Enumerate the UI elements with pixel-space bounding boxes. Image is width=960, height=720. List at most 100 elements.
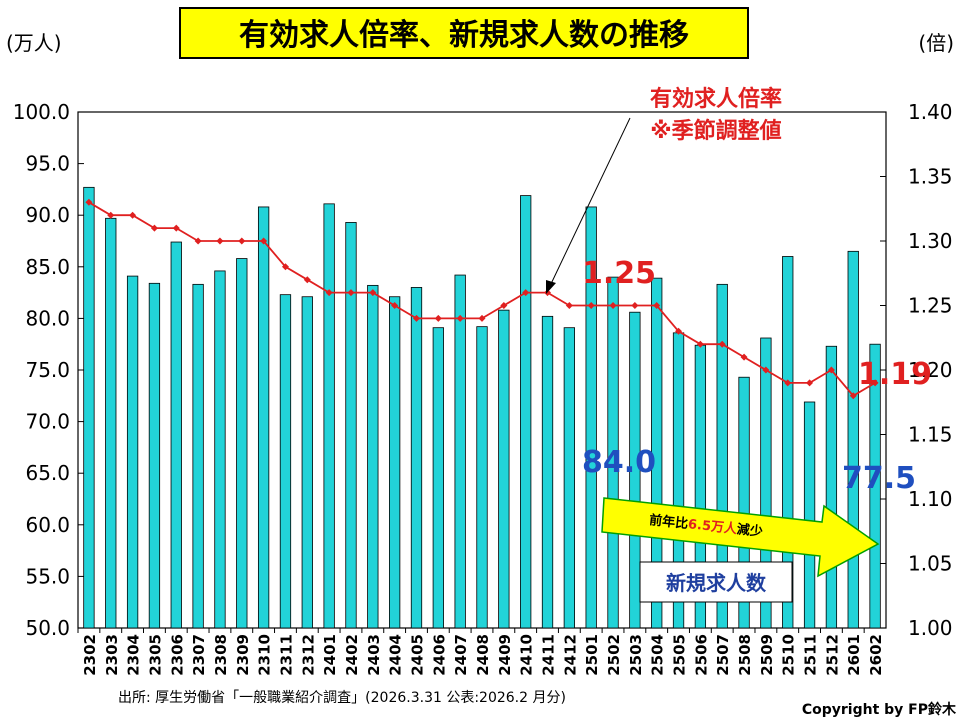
chart-title: 有効求人倍率、新規求人数の推移 — [239, 18, 689, 53]
ratio-point-2504 — [653, 302, 661, 309]
x-tick-label: 2412 — [561, 634, 579, 676]
left-tick-label: 80.0 — [25, 306, 70, 330]
left-axis: 50.0 55.0 60.0 65.0 70.0 75.0 80.0 85.0 90.0 95.0… — [13, 100, 84, 640]
ratio-2501-label: 1.25 — [582, 256, 656, 291]
x-tick-label: 2304 — [125, 634, 143, 676]
bar-2403 — [367, 284, 379, 629]
ratio-point-2506 — [696, 340, 704, 348]
ratio-point-2509 — [762, 366, 770, 374]
left-tick-label: 65.0 — [25, 461, 70, 485]
left-tick-label: 85.0 — [25, 255, 70, 279]
bar-2310 — [257, 206, 270, 629]
x-axis-labels: 2302 2303 2304 2305 2306 2307 2308 2309 2310 2311… — [77, 628, 885, 676]
ratio-point-2312 — [303, 276, 311, 284]
ratio-point-2403 — [369, 289, 377, 297]
ratio-point-2402 — [347, 289, 355, 297]
x-tick-label: 2507 — [714, 634, 732, 676]
bar-2309 — [236, 258, 248, 629]
x-tick-label: 2309 — [234, 634, 252, 676]
jobs-latest-label: 77.5 — [842, 461, 916, 496]
x-tick-label: 2407 — [452, 634, 470, 676]
ratio-point-2305 — [150, 224, 158, 232]
bar-2306 — [170, 241, 182, 629]
left-tick-label: 60.0 — [25, 513, 70, 537]
right-tick-label: 1.40 — [908, 100, 953, 124]
bar-series — [83, 186, 881, 629]
x-tick-label: 2307 — [190, 634, 208, 676]
legend-box — [639, 561, 793, 603]
line-series — [85, 198, 879, 400]
ratio-point-2407 — [456, 314, 464, 322]
ratio-point-2306 — [172, 224, 180, 232]
x-tick-label: 2405 — [408, 634, 426, 676]
bar-2412 — [563, 327, 575, 629]
source-note: 出所: 厚生労働省「一般職業紹介調査」(2026.3.31 公表:2026.2 … — [118, 690, 566, 706]
ratio-point-2409 — [500, 302, 508, 309]
x-tick-label: 2508 — [736, 634, 754, 676]
x-tick-label: 2502 — [605, 634, 623, 676]
left-tick-label: 100.0 — [13, 100, 70, 124]
right-tick-label: 1.05 — [908, 552, 953, 576]
x-tick-label: 2401 — [321, 634, 339, 676]
x-tick-label: 2402 — [343, 634, 361, 676]
ratio-point-2410 — [522, 289, 530, 297]
x-tick-label: 2311 — [277, 634, 295, 676]
left-tick-label: 95.0 — [25, 152, 70, 176]
bar-2601 — [847, 250, 859, 629]
left-tick-label: 75.0 — [25, 358, 70, 382]
ratio-point-2405 — [412, 314, 420, 322]
title-box — [179, 7, 749, 59]
bar-2302 — [83, 186, 95, 629]
x-tick-label: 2312 — [299, 634, 317, 676]
x-tick-label: 2302 — [81, 634, 99, 676]
ratio-point-2303 — [107, 211, 115, 219]
bar-2409 — [498, 309, 510, 629]
left-axis-unit: (万人) — [6, 31, 62, 55]
x-tick-label: 2602 — [867, 634, 885, 676]
yoy-arrow-text: 前年比6.5万人減少 — [648, 512, 763, 540]
right-tick-label: 1.25 — [908, 294, 953, 318]
right-axis: 1.00 1.05 1.10 1.15 1.20 1.25 1.30 1.35 1.40 — [880, 100, 953, 640]
ratio-point-2503 — [631, 302, 639, 309]
x-tick-label: 2501 — [583, 634, 601, 676]
x-tick-label: 2305 — [146, 634, 164, 676]
x-tick-label: 2406 — [430, 634, 448, 676]
bar-2406 — [432, 327, 444, 629]
x-tick-label: 2511 — [802, 634, 820, 676]
x-tick-label: 2310 — [256, 634, 274, 676]
bar-2312 — [301, 296, 313, 629]
right-tick-label: 1.00 — [908, 616, 953, 640]
x-tick-label: 2503 — [627, 634, 645, 676]
legend-bar-label: 新規求人数 — [666, 571, 767, 595]
right-tick-label: 1.35 — [908, 165, 953, 189]
ratio-series-note: ※季節調整値 — [650, 118, 781, 144]
ratio-point-2412 — [565, 302, 573, 309]
x-tick-label: 2411 — [540, 634, 558, 676]
left-tick-label: 55.0 — [25, 564, 70, 588]
ratio-point-2309 — [238, 237, 246, 245]
bar-2404 — [389, 296, 401, 629]
ratio-point-2304 — [129, 211, 137, 219]
ratio-callout-arrowhead — [546, 280, 556, 294]
left-tick-label: 90.0 — [25, 203, 70, 227]
ratio-point-2408 — [478, 314, 486, 322]
ratio-point-2511 — [806, 379, 814, 387]
x-tick-label: 2504 — [649, 634, 667, 676]
ratio-point-2406 — [434, 314, 442, 322]
ratio-point-2311 — [281, 263, 289, 271]
bar-2510 — [782, 256, 794, 629]
ratio-point-2310 — [260, 237, 268, 245]
copyright: Copyright by FP鈴木 — [802, 701, 957, 718]
bar-2501 — [585, 206, 597, 629]
ratio-point-2601 — [849, 392, 857, 400]
ratio-point-2404 — [391, 302, 399, 309]
bar-2512 — [825, 345, 838, 629]
bar-2405 — [410, 287, 423, 629]
right-tick-label: 1.15 — [908, 423, 953, 447]
bar-2402 — [345, 222, 357, 629]
bar-2303 — [105, 217, 117, 629]
x-tick-label: 2506 — [692, 634, 710, 676]
ratio-point-2302 — [85, 198, 93, 206]
x-tick-label: 2409 — [496, 634, 514, 676]
